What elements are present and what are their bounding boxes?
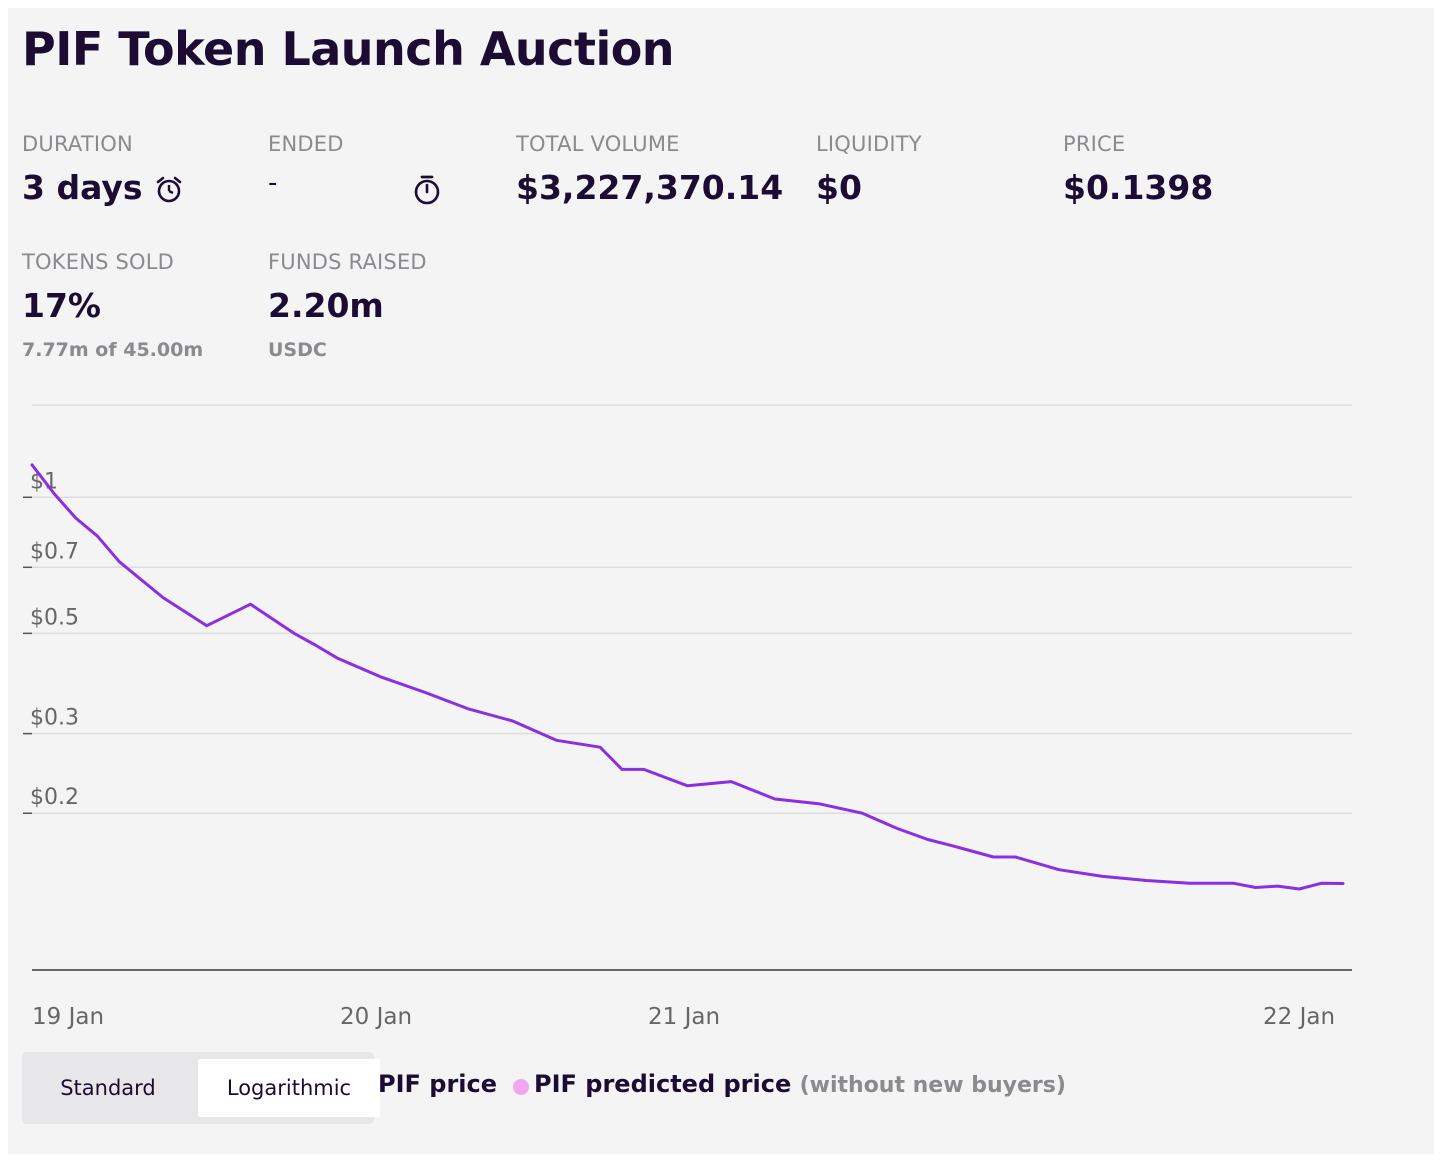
auction-panel: PIF Token Launch Auction DURATION 3 days… [8,8,1434,1154]
liquidity-label: LIQUIDITY [816,132,922,156]
x-axis-labels: 19 Jan 20 Jan 21 Jan 22 Jan [32,1004,1335,1030]
stat-liquidity: LIQUIDITY $0 [816,132,922,207]
ended-label: ENDED [268,132,344,156]
tokens-sold-value: 17% [22,286,101,325]
price-label: PRICE [1063,132,1126,156]
legend-pif-price: PIF price [378,1070,498,1098]
x-tick-label: 21 Jan [648,1004,720,1030]
y-tick-label: $0.2 [30,785,79,810]
predicted-price-label: PIF predicted price [534,1070,792,1098]
liquidity-value: $0 [816,168,862,207]
price-chart: $1$0.7$0.5$0.3$0.2 19 Jan 20 Jan 21 Jan 22 … [23,404,1352,1030]
pif-price-line [30,463,1345,891]
standard-scale-button[interactable]: Standard [60,1076,156,1100]
x-tick-label: 22 Jan [1263,1004,1335,1030]
funds-raised-value: 2.20m [268,286,384,325]
duration-value: 3 days [22,168,143,207]
legend-predicted-price: PIF predicted price (without new buyers) [534,1070,1066,1098]
logarithmic-scale-button[interactable]: Logarithmic [198,1059,380,1117]
stat-duration: DURATION 3 days [22,132,184,207]
y-axis-labels: $1$0.7$0.5$0.3$0.2 [30,469,79,810]
total-volume-value: $3,227,370.14 [516,168,784,207]
y-tick-label: $0.7 [30,539,79,564]
scale-toggle: Standard Logarithmic [22,1052,380,1124]
stat-funds-raised: FUNDS RAISED 2.20m USDC [268,250,427,361]
chart-series [30,463,1345,891]
tokens-sold-label: TOKENS SOLD [22,250,175,274]
ended-value: - [268,168,278,198]
total-volume-label: TOTAL VOLUME [516,132,680,156]
y-tick-label: $0.5 [30,605,79,630]
page-title: PIF Token Launch Auction [22,22,675,76]
y-tick-label: $0.3 [30,706,79,731]
chart-grid [23,496,1352,814]
stat-price: PRICE $0.1398 [1063,132,1213,207]
stopwatch-icon [412,174,442,210]
funds-raised-sub: USDC [268,339,327,361]
duration-value-row: 3 days [22,168,184,207]
stat-total-volume: TOTAL VOLUME $3,227,370.14 [516,132,783,207]
funds-raised-label: FUNDS RAISED [268,250,427,274]
predicted-price-dot-icon [513,1079,529,1095]
stat-tokens-sold: TOKENS SOLD 17% 7.77m of 45.00m [22,250,203,361]
predicted-price-note: (without new buyers) [799,1073,1066,1098]
duration-label: DURATION [22,132,133,156]
stat-ended: ENDED - [268,132,448,205]
x-tick-label: 20 Jan [340,1004,412,1030]
alarm-clock-icon [154,168,184,207]
x-tick-label: 19 Jan [32,1004,104,1030]
price-value: $0.1398 [1063,168,1214,207]
tokens-sold-sub: 7.77m of 45.00m [22,339,204,361]
